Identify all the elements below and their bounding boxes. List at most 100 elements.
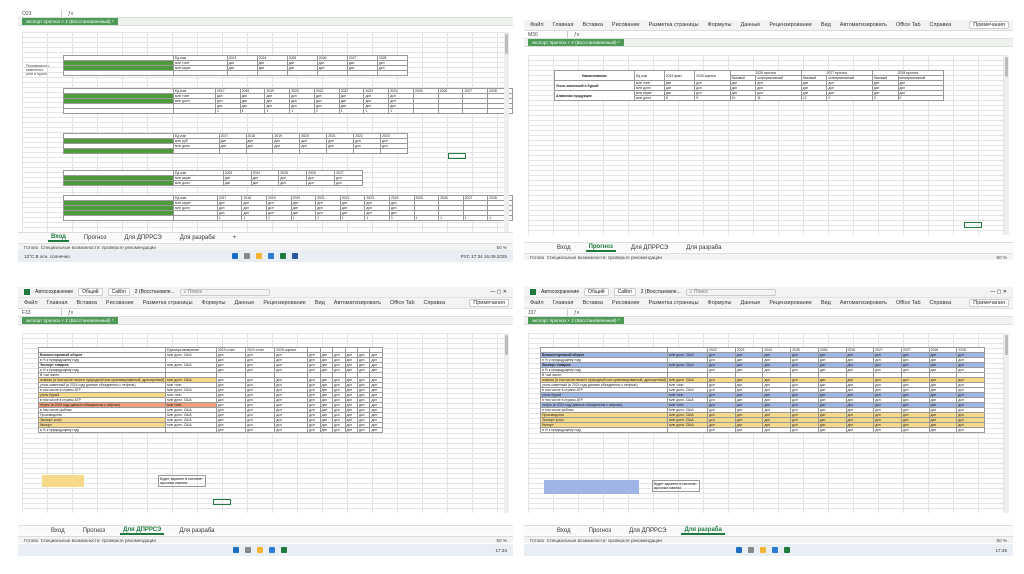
sheet-tab-forecast[interactable]: Прогноз [585,244,616,252]
sheet-tab-developer[interactable]: Для разраба [179,234,215,241]
cell[interactable]: 8 [663,95,696,101]
accessibility-status[interactable]: Специальные возможности: проверьте реком… [546,537,662,543]
sheet-tab-forecast[interactable]: Прогноз [83,234,107,241]
sheet-tab-developer[interactable]: Для разраба [179,527,215,534]
workbook-tab[interactable]: экспорт прогноз × 2 (Восстановленный) * [22,317,118,324]
windows-icon[interactable] [232,547,239,553]
name-box[interactable]: J37 [528,309,568,316]
comments-button[interactable]: Примечания [469,299,509,307]
name-box[interactable]: F33 [22,309,62,316]
sheet-tab-dprrse[interactable]: Для ДПРРСЭ [629,527,667,534]
accessibility-status[interactable]: Специальные возможности: проверьте реком… [40,537,156,543]
accessibility-status[interactable]: Специальные возможности: проверьте реком… [40,244,156,250]
edge-icon[interactable] [268,253,275,259]
sheet-tab-entry[interactable]: Вход [48,234,69,242]
zoom-level[interactable]: 50 % [496,244,507,250]
sheet-tab-entry[interactable]: Вход [51,527,65,534]
menu-automate[interactable]: Автоматизировать [839,22,887,28]
vertical-scrollbar[interactable] [1004,333,1009,513]
sheet-tab-developer[interactable]: Для разраба [686,244,722,251]
menu-office-tab[interactable]: Office Tab [389,300,415,306]
search-input[interactable]: ⌕ Поиск [179,288,270,296]
vertical-scrollbar[interactable] [504,333,509,513]
cell[interactable]: 0 [871,95,899,101]
menu-page-layout[interactable]: Разметка страницы [648,22,699,28]
name-box[interactable]: M30 [528,31,568,38]
menu-data[interactable]: Данные [740,300,761,306]
menu-file[interactable]: Файл [24,300,38,306]
cell[interactable]: 0 [826,95,873,101]
menu-data[interactable]: Данные [740,22,761,28]
menu-office-tab[interactable]: Office Tab [895,22,921,28]
excel-icon[interactable] [280,547,287,553]
menu-help[interactable]: Справка [929,300,952,306]
excel-icon[interactable] [280,253,287,259]
menu-draw[interactable]: Рисование [611,300,640,306]
search-icon[interactable] [244,547,251,553]
workbook-tab[interactable]: экспорт прогноз × 2 (Восстановленный) * [528,317,624,324]
zoom-level[interactable]: 60 % [996,254,1007,260]
window-controls[interactable]: — ▢ ✕ [490,289,507,295]
add-sheet-button[interactable]: + [232,234,237,241]
selected-cell[interactable] [964,222,982,228]
menu-automate[interactable]: Автоматизировать [333,300,381,306]
search-icon[interactable] [244,253,251,259]
menu-file[interactable]: Файл [530,300,544,306]
cell[interactable]: 0 [897,95,944,101]
font-name-select[interactable]: Calibri [107,288,130,296]
menu-insert[interactable]: Вставка [582,22,603,28]
zoom-level[interactable]: 50 % [996,537,1007,543]
menu-insert[interactable]: Вставка [582,300,603,306]
cell[interactable]: млн долл [634,95,665,101]
menu-view[interactable]: Вид [820,22,831,28]
menu-review[interactable]: Рецензирование [769,22,812,28]
menu-page-layout[interactable]: Разметка страницы [142,300,193,306]
folder-icon[interactable] [759,547,766,553]
menu-file[interactable]: Файл [530,22,544,28]
menu-formulas[interactable]: Формулы [707,22,732,28]
sheet-tab-entry[interactable]: Вход [557,527,571,534]
sheet-tab-developer[interactable]: Для разраба [681,527,725,535]
sheet-tab-entry[interactable]: Вход [557,244,571,251]
workbook-tab[interactable]: экспорт прогноз × 2 (Восстановленный) * [528,39,624,46]
sheet-tab-forecast[interactable]: Прогноз [82,527,106,534]
folder-icon[interactable] [256,253,263,259]
cell[interactable]: 9 [694,95,731,101]
menu-view[interactable]: Вид [820,300,831,306]
name-box[interactable]: O23 [22,10,62,17]
vertical-scrollbar[interactable] [1004,55,1009,235]
sheet-tab-dprrse[interactable]: Для ДПРРСЭ [120,527,165,535]
menu-page-layout[interactable]: Разметка страницы [648,300,699,306]
comments-button[interactable]: Примечания [969,21,1009,29]
weather-widget[interactable]: 13°C В осн. солнечно [24,253,70,259]
sheet-tab-dprrse[interactable]: Для ДПРРСЭ [630,244,669,251]
menu-home[interactable]: Главная [552,300,574,306]
windows-icon[interactable] [735,547,742,553]
menu-data[interactable]: Данные [234,300,255,306]
excel-icon[interactable] [783,547,790,553]
menu-review[interactable]: Рецензирование [263,300,306,306]
workbook-tab[interactable]: экспорт прогноз × 2 (Восстановленный) * [22,18,118,25]
font-size-select[interactable]: Общий [78,288,103,296]
selected-cell[interactable] [448,153,466,159]
cell[interactable]: 10 [729,95,757,101]
menu-formulas[interactable]: Формулы [201,300,226,306]
sheet-tab-dprrse[interactable]: Для ДПРРСЭ [124,234,162,241]
menu-formulas[interactable]: Формулы [707,300,732,306]
menu-review[interactable]: Рецензирование [769,300,812,306]
font-size-select[interactable]: Общий [584,288,609,296]
windows-icon[interactable] [232,253,239,259]
selected-cell[interactable] [213,499,231,505]
sheet-tab-forecast[interactable]: Прогноз [588,527,612,534]
edge-icon[interactable] [771,547,778,553]
menu-office-tab[interactable]: Office Tab [895,300,921,306]
menu-home[interactable]: Главная [552,22,574,28]
zoom-level[interactable]: 50 % [496,537,507,543]
menu-view[interactable]: Вид [314,300,325,306]
word-icon[interactable] [292,253,299,259]
vertical-scrollbar[interactable] [504,32,509,232]
menu-draw[interactable]: Рисование [105,300,134,306]
comments-button[interactable]: Примечания [969,299,1009,307]
edge-icon[interactable] [268,547,275,553]
search-icon[interactable] [747,547,754,553]
